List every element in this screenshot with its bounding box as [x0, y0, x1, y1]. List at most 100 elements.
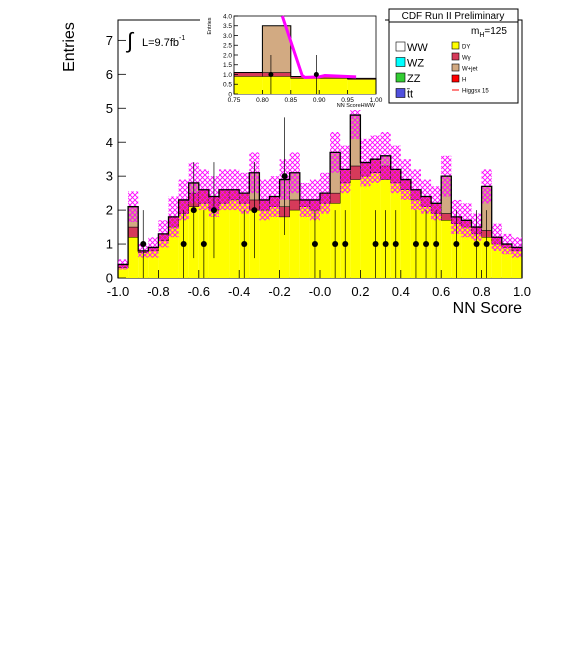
legend-swatch-Wjet	[451, 63, 460, 72]
y-tick-label-1: 1	[106, 237, 113, 252]
legend-entries: WW DY WZ Wγ ZZ W+jet t̄t H Higgsx 15	[395, 41, 489, 101]
bar-W-bin-17	[289, 199, 301, 211]
bar-DY-bin-1	[128, 237, 139, 278]
x-tick-label-9: 0.8	[473, 284, 491, 299]
y-tick-label-8: 4.0	[223, 13, 232, 20]
x-tick-label-10: 1.0	[513, 284, 531, 299]
y-tick-label-2: 1.0	[223, 72, 232, 79]
total-background-outline	[117, 114, 523, 278]
legend-label-tt: t̄t	[406, 88, 413, 100]
y-tick-label-1: 0.5	[223, 82, 232, 89]
x-tick-label-1: -0.8	[147, 284, 169, 299]
bar-DY-bin-14	[259, 210, 270, 278]
data-point-8	[311, 241, 318, 248]
bar-DY-bin-2	[290, 78, 320, 94]
bar-DY-bin-0	[118, 267, 129, 278]
bar-DY-bin-3	[148, 250, 159, 278]
experiment-title: CDF Run II Preliminary	[402, 11, 505, 22]
integral-sign: ∫	[125, 28, 135, 53]
total-background-outline	[233, 25, 377, 94]
data-point-16	[433, 241, 440, 248]
y-tick-label-3: 1.5	[223, 62, 232, 69]
bar-DY-bin-20	[320, 203, 331, 278]
legend-swatch-WW	[395, 41, 406, 52]
legend-label-WZ: WZ	[407, 58, 424, 70]
inset-signal-line	[280, 15, 357, 79]
x-tick-label-0: -1.0	[107, 284, 129, 299]
data-point-0	[268, 72, 274, 77]
inset-y-axis-title: Entries	[207, 17, 213, 34]
y-tick-label-7: 3.5	[223, 23, 232, 30]
legend-label-Higgsx15: Higgsx 15	[462, 89, 489, 95]
bar-DY-bin-34	[461, 227, 472, 278]
data-point-11	[372, 241, 379, 248]
legend-swatch-H	[451, 74, 460, 83]
mass-label-sub: H	[479, 32, 484, 39]
legend-swatch-tt	[395, 88, 406, 98]
x-tick-label-4: 0.95	[341, 97, 354, 104]
y-tick-label-4: 4	[106, 135, 113, 150]
data-point-1	[180, 241, 187, 248]
data-point-3	[200, 241, 207, 248]
y-tick-label-3: 3	[106, 169, 113, 184]
bar-DY-bin-28	[400, 189, 411, 278]
data-point-1	[313, 72, 319, 77]
x-tick-label-2: -0.6	[188, 284, 210, 299]
data-point-5	[241, 241, 248, 248]
legend-label-Wjet: W+jet	[462, 67, 478, 73]
data-point-4	[210, 207, 217, 214]
bar-W-bin-0	[233, 72, 263, 77]
bar-DY-bin-3	[319, 78, 348, 94]
legend-label-WW: WW	[407, 42, 428, 54]
x-tick-label-2: 0.85	[284, 97, 297, 104]
bar-W-bin-1	[262, 72, 292, 77]
data-point-12	[382, 241, 389, 248]
data-point-7	[281, 173, 288, 180]
y-tick-label-5: 2.5	[223, 43, 232, 50]
x-tick-label-5: 1.00	[370, 97, 383, 104]
legend-label-H: H	[462, 78, 466, 84]
bar-DY-bin-15	[269, 206, 280, 278]
legend-swatch-DY	[451, 41, 460, 50]
data-point-14	[412, 241, 419, 248]
y-tick-label-6: 6	[106, 67, 113, 82]
data-point-15	[423, 241, 430, 248]
data-point-18	[473, 241, 480, 248]
bar-DY-bin-16	[279, 216, 290, 278]
data-point-19	[483, 241, 490, 248]
main-total-outline	[117, 114, 523, 278]
luminosity-label: ∫ L=9.7fb -1	[125, 28, 185, 53]
bar-DY-bin-4	[347, 79, 376, 94]
lumi-exponent: -1	[179, 35, 185, 42]
x-tick-label-8: 0.6	[432, 284, 450, 299]
main-y-axis: 0 1 2 3 4 5 6 7	[106, 33, 126, 286]
inset-y-axis: 0 0.5 1.0 1.5 2.0 2.5 3.0 3.5 4.0	[223, 13, 238, 98]
bar-DY-bin-5	[168, 227, 179, 278]
bar-DY-bin-32	[441, 220, 452, 278]
y-tick-label-6: 3.0	[223, 33, 232, 40]
inset-stacked-bars	[233, 25, 377, 94]
bar-W-bin-1	[127, 226, 139, 238]
legend-swatch-WZ	[395, 57, 406, 67]
bar-DY-bin-4	[158, 240, 169, 278]
y-tick-label-4: 2.0	[223, 52, 232, 59]
data-point-9	[332, 241, 339, 248]
bar-DY-bin-10	[219, 203, 230, 278]
inset-total-outline	[233, 25, 377, 94]
legend-swatch-W	[451, 52, 460, 61]
bar-DY-bin-37	[491, 244, 502, 278]
bar-W-bin-32	[440, 213, 452, 221]
data-point-17	[453, 241, 460, 248]
bar-W-bin-21	[329, 192, 341, 204]
main-x-axis-title: NN Score	[453, 300, 522, 317]
bar-DY-bin-11	[229, 199, 240, 278]
bar-DY-bin-0	[234, 76, 263, 94]
legend-label-W: Wγ	[462, 56, 471, 62]
x-tick-label-3: -0.4	[228, 284, 250, 299]
y-tick-label-2: 2	[106, 203, 113, 218]
bar-DY-bin-1	[262, 76, 291, 94]
bar-DY-bin-24	[360, 176, 371, 278]
lumi-text: L=9.7fb	[142, 37, 179, 49]
bar-W-bin-23	[350, 165, 361, 180]
